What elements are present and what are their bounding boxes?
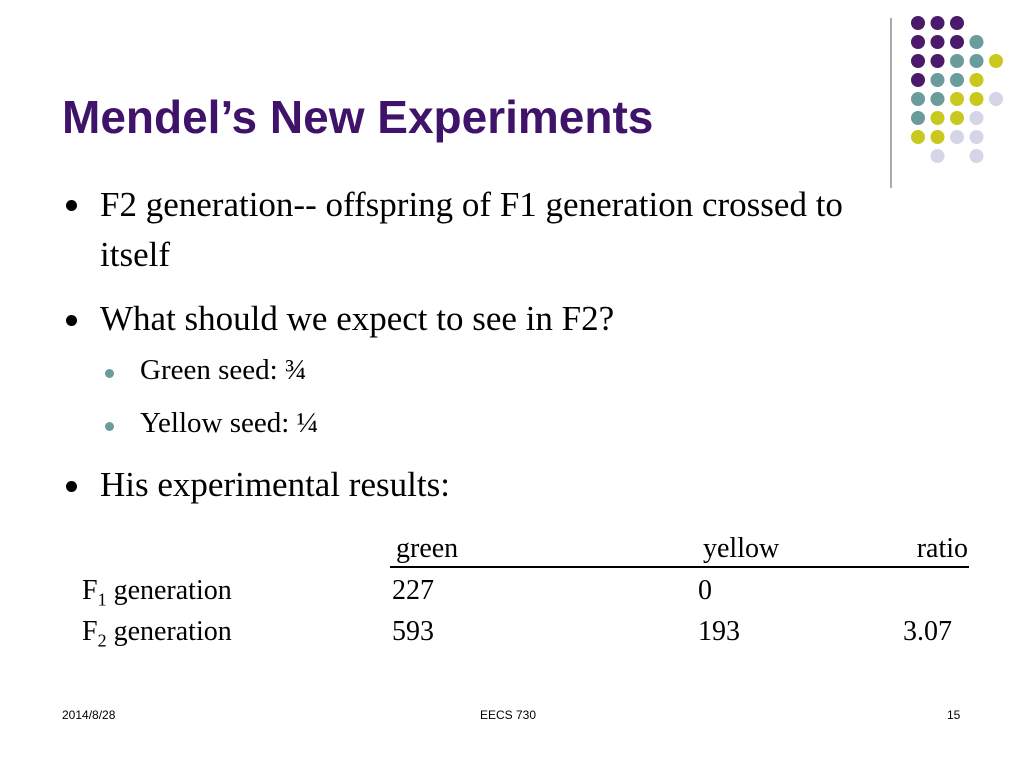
sub-bullet-text: Green seed: ¾ — [140, 354, 307, 386]
label-part: generation — [106, 616, 232, 647]
slide-title: Mendel’s New Experiments — [62, 91, 654, 143]
footer-date: 2014/8/28 — [62, 708, 116, 722]
bullet-text: F2 generation-- offspring of F1 generati… — [100, 185, 843, 274]
decor-dot — [969, 149, 984, 163]
label-subscript: 2 — [97, 630, 107, 651]
cell: 593 — [392, 616, 434, 647]
decor-dot — [911, 73, 925, 87]
decor-dot — [930, 54, 945, 68]
footer-page: 15 — [947, 708, 961, 722]
bullet-text: What should we expect to see in F2? — [100, 299, 615, 338]
bullet — [66, 315, 77, 326]
decor-dot — [989, 92, 1003, 106]
header-underline — [390, 566, 969, 568]
decor-dot — [969, 73, 984, 87]
decor-dot — [930, 111, 945, 125]
decor-dot — [950, 73, 964, 87]
decor-dot — [950, 54, 964, 68]
decor-dot — [911, 92, 925, 106]
cell: 227 — [392, 575, 434, 606]
decor-dot — [930, 149, 945, 163]
decor-dot — [950, 111, 964, 125]
sub-bullet — [105, 369, 114, 378]
cell: 0 — [698, 575, 712, 606]
decor-dot — [930, 16, 945, 30]
row-label: F1 generation — [82, 575, 232, 611]
decor-dot — [950, 35, 964, 49]
bullet — [66, 200, 77, 211]
decor-dot — [911, 54, 925, 68]
sub-bullet-text: Yellow seed: ¼ — [140, 407, 319, 439]
decor-dot — [950, 92, 964, 106]
label-part: F — [82, 616, 98, 647]
table-header: yellow — [703, 533, 780, 564]
decor-dot — [969, 92, 984, 106]
decor-dot — [911, 35, 925, 49]
bullet — [66, 481, 77, 492]
decor-dot — [950, 130, 964, 144]
bullet-text: His experimental results: — [100, 465, 450, 504]
decor-dot — [969, 35, 984, 49]
sub-bullet — [105, 422, 114, 431]
cell: 3.07 — [903, 616, 952, 647]
decor-dot — [911, 111, 925, 125]
table-header: green — [396, 533, 459, 564]
decor-dot — [930, 73, 945, 87]
footer-course: EECS 730 — [480, 708, 537, 722]
label-part: generation — [106, 575, 232, 606]
decoration — [890, 16, 1003, 188]
decor-dot — [989, 54, 1003, 68]
decor-dot — [969, 54, 984, 68]
decor-dot — [930, 130, 945, 144]
decor-dot — [950, 16, 964, 30]
decor-dot — [930, 35, 945, 49]
label-part: F — [82, 575, 98, 606]
row-label: F2 generation — [82, 616, 232, 652]
decor-dot — [930, 92, 945, 106]
table-header: ratio — [916, 533, 968, 564]
decor-dot — [911, 16, 925, 30]
decor-dot — [969, 130, 984, 144]
decor-dot — [969, 111, 984, 125]
cell: 193 — [698, 616, 740, 647]
label-subscript: 1 — [97, 589, 107, 610]
decor-dot — [911, 130, 925, 144]
